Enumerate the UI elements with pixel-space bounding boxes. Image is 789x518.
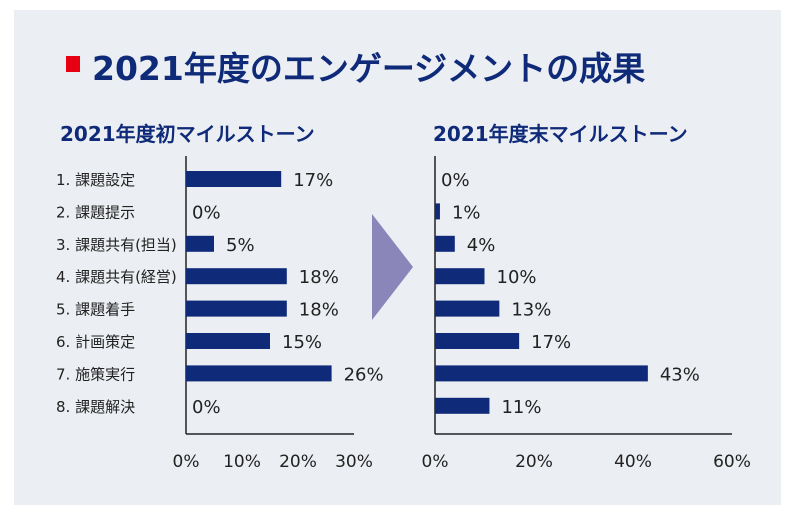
value-label: 17% — [293, 170, 333, 191]
bar-3 — [186, 235, 214, 252]
x-tick-label: 0% — [422, 452, 449, 472]
bar-8 — [435, 397, 490, 414]
chart-main-title: 2021年度のエンゲージメントの成果 — [92, 49, 645, 88]
value-label: 26% — [344, 364, 384, 385]
bar-5 — [186, 300, 287, 317]
x-tick-label: 40% — [614, 452, 652, 472]
x-tick-label: 30% — [335, 452, 373, 472]
title-marker — [66, 56, 80, 72]
value-label: 0% — [192, 397, 221, 418]
value-label: 11% — [501, 397, 541, 418]
x-tick-label: 10% — [223, 452, 261, 472]
category-label: 5. 課題着手 — [56, 301, 135, 319]
arrow-right-icon — [372, 214, 413, 320]
value-label: 0% — [441, 170, 470, 191]
bar-2 — [435, 203, 440, 220]
x-tick-label: 0% — [173, 452, 200, 472]
value-label: 1% — [452, 202, 481, 223]
category-label: 6. 計画策定 — [56, 333, 135, 351]
bar-4 — [435, 268, 485, 285]
category-label: 1. 課題設定 — [56, 171, 135, 189]
x-tick-label: 20% — [515, 452, 553, 472]
bar-7 — [186, 365, 332, 382]
value-label: 5% — [226, 235, 255, 256]
value-label: 0% — [192, 202, 221, 223]
value-label: 18% — [299, 300, 339, 321]
bar-6 — [435, 333, 520, 349]
bar-1 — [186, 171, 282, 187]
value-label: 10% — [497, 267, 537, 288]
bar-6 — [186, 333, 270, 349]
bar-7 — [435, 365, 648, 382]
value-label: 43% — [660, 364, 700, 385]
right-chart-title: 2021年度末マイルストーン — [433, 122, 688, 146]
value-label: 13% — [511, 300, 551, 321]
bar-4 — [186, 268, 287, 285]
category-label: 3. 課題共有(担当) — [56, 236, 177, 254]
value-label: 17% — [531, 332, 571, 353]
category-label: 8. 課題解決 — [56, 398, 135, 416]
bar-3 — [435, 235, 455, 252]
value-label: 18% — [299, 267, 339, 288]
x-tick-label: 60% — [713, 452, 751, 472]
x-tick-label: 20% — [279, 452, 317, 472]
value-label: 15% — [282, 332, 322, 353]
category-label: 2. 課題提示 — [56, 203, 135, 221]
category-label: 4. 課題共有(経営) — [56, 268, 177, 286]
category-label: 7. 施策実行 — [56, 365, 135, 383]
bar-5 — [435, 300, 500, 317]
left-chart-title: 2021年度初マイルストーン — [60, 122, 315, 146]
value-label: 4% — [467, 235, 496, 256]
